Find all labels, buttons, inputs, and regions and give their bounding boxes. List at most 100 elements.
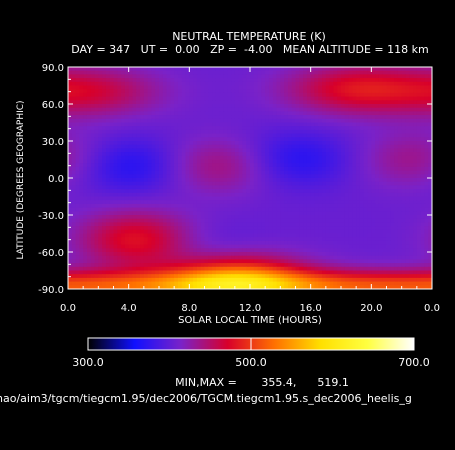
heatmap-cell bbox=[75, 244, 80, 249]
heatmap-cell bbox=[405, 233, 410, 238]
heatmap-cell bbox=[79, 67, 84, 72]
heatmap-cell bbox=[378, 148, 384, 153]
heatmap-cell bbox=[268, 200, 274, 205]
heatmap-cell bbox=[174, 196, 179, 201]
heatmap-cell bbox=[166, 189, 171, 194]
heatmap-cell bbox=[261, 244, 266, 249]
heatmap-cell bbox=[159, 181, 164, 186]
heatmap-cell bbox=[325, 248, 331, 253]
heatmap-cell bbox=[159, 137, 164, 142]
heatmap-cell bbox=[189, 89, 194, 94]
heatmap-cell bbox=[318, 226, 323, 231]
heatmap-cell bbox=[170, 229, 175, 235]
heatmap-cell bbox=[295, 200, 300, 205]
heatmap-cell bbox=[113, 85, 118, 90]
heatmap-cell bbox=[394, 189, 399, 194]
heatmap-cell bbox=[310, 196, 316, 201]
heatmap-cell bbox=[295, 104, 300, 109]
heatmap-cell bbox=[280, 255, 285, 260]
heatmap-field bbox=[68, 67, 432, 289]
heatmap-cell bbox=[420, 178, 426, 183]
heatmap-cell bbox=[284, 189, 289, 194]
heatmap-cell bbox=[276, 218, 281, 223]
heatmap-cell bbox=[86, 122, 92, 127]
heatmap-cell bbox=[287, 185, 293, 190]
heatmap-cell bbox=[219, 78, 225, 83]
heatmap-cell bbox=[231, 129, 236, 135]
heatmap-cell bbox=[86, 185, 92, 190]
heatmap-cell bbox=[363, 92, 369, 98]
heatmap-cell bbox=[128, 189, 134, 194]
heatmap-cell bbox=[409, 100, 414, 105]
heatmap-cell bbox=[356, 207, 361, 212]
heatmap-cell bbox=[367, 218, 372, 223]
heatmap-cell bbox=[333, 178, 338, 183]
heatmap-cell bbox=[231, 137, 236, 142]
heatmap-cell bbox=[181, 233, 187, 238]
heatmap-cell bbox=[200, 211, 206, 216]
heatmap-cell bbox=[265, 207, 270, 212]
heatmap-cell bbox=[257, 240, 262, 246]
heatmap-cell bbox=[378, 152, 384, 157]
heatmap-cell bbox=[105, 163, 111, 168]
heatmap-cell bbox=[390, 111, 395, 116]
heatmap-cell bbox=[329, 178, 335, 183]
heatmap-cell bbox=[306, 92, 312, 98]
heatmap-cell bbox=[420, 240, 426, 246]
heatmap-cell bbox=[147, 170, 153, 175]
heatmap-cell bbox=[159, 174, 164, 179]
heatmap-cell bbox=[231, 155, 236, 161]
heatmap-cell bbox=[128, 178, 134, 183]
heatmap-cell bbox=[424, 148, 429, 153]
heatmap-cell bbox=[166, 133, 171, 138]
heatmap-cell bbox=[79, 155, 84, 161]
heatmap-cell bbox=[318, 89, 323, 94]
heatmap-cell bbox=[155, 215, 160, 220]
heatmap-cell bbox=[208, 170, 213, 175]
heatmap-cell bbox=[71, 78, 77, 83]
heatmap-cell bbox=[132, 189, 137, 194]
heatmap-cell bbox=[174, 200, 179, 205]
heatmap-cell bbox=[344, 163, 350, 168]
heatmap-cell bbox=[250, 107, 255, 112]
heatmap-cell bbox=[359, 163, 365, 168]
heatmap-cell bbox=[189, 67, 194, 72]
heatmap-cell bbox=[128, 115, 134, 120]
heatmap-cell bbox=[375, 196, 380, 201]
heatmap-cell bbox=[348, 189, 353, 194]
heatmap-cell bbox=[397, 178, 403, 183]
heatmap-cell bbox=[390, 189, 395, 194]
heatmap-cell bbox=[416, 185, 422, 190]
heatmap-cell bbox=[416, 133, 422, 138]
heatmap-cell bbox=[105, 215, 111, 220]
heatmap-cell bbox=[397, 122, 403, 127]
heatmap-cell bbox=[303, 196, 308, 201]
heatmap-cell bbox=[193, 215, 198, 220]
heatmap-cell bbox=[147, 181, 153, 186]
heatmap-cell bbox=[303, 111, 308, 116]
heatmap-cell bbox=[98, 189, 103, 194]
heatmap-cell bbox=[394, 244, 399, 249]
heatmap-cell bbox=[428, 200, 432, 205]
heatmap-cell bbox=[94, 159, 99, 164]
heatmap-cell bbox=[405, 81, 410, 87]
heatmap-cell bbox=[257, 196, 262, 201]
heatmap-cell bbox=[121, 144, 126, 149]
heatmap-cell bbox=[128, 89, 134, 94]
heatmap-cell bbox=[151, 89, 156, 94]
heatmap-cell bbox=[86, 92, 92, 98]
heatmap-cell bbox=[257, 115, 262, 120]
heatmap-cell bbox=[189, 159, 194, 164]
heatmap-cell bbox=[94, 81, 99, 87]
heatmap-cell bbox=[416, 144, 422, 149]
heatmap-cell bbox=[140, 115, 145, 120]
heatmap-cell bbox=[212, 196, 217, 201]
heatmap-cell bbox=[117, 122, 122, 127]
heatmap-cell bbox=[71, 200, 77, 205]
heatmap-cell bbox=[109, 89, 115, 94]
heatmap-cell bbox=[299, 85, 304, 90]
heatmap-cell bbox=[170, 104, 175, 109]
heatmap-cell bbox=[128, 155, 134, 161]
heatmap-cell bbox=[333, 104, 338, 109]
heatmap-cell bbox=[75, 137, 80, 142]
